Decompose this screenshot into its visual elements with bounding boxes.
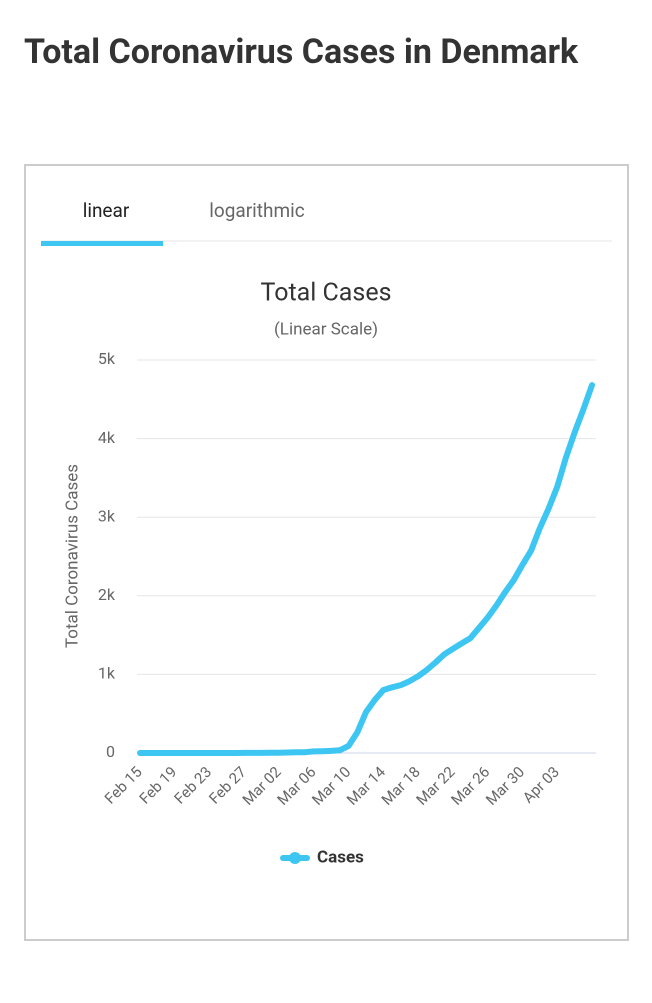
x-tick-label: Mar 30 <box>482 763 528 809</box>
x-tick-label: Mar 22 <box>413 763 459 809</box>
y-tick-label: 4k <box>98 428 116 447</box>
legend-marker <box>289 852 301 864</box>
x-tick-label: Feb 15 <box>101 763 146 808</box>
x-tick-label: Feb 19 <box>136 763 181 808</box>
y-tick-label: 2k <box>98 585 116 604</box>
x-tick-label: Mar 26 <box>447 763 493 809</box>
chart-card <box>24 164 629 941</box>
page-title: Total Coronavirus Cases in Denmark <box>24 32 579 72</box>
x-tick-label: Mar 06 <box>274 763 320 809</box>
y-tick-label: 0 <box>106 742 115 761</box>
x-tick-label: Apr 03 <box>519 763 563 807</box>
tab-linear[interactable]: linear <box>83 199 130 222</box>
tab-logarithmic[interactable]: logarithmic <box>209 199 304 222</box>
data-line <box>137 382 595 756</box>
tab-indicator <box>41 241 163 246</box>
x-tick-label: Feb 23 <box>171 763 216 808</box>
legend-label: Cases <box>317 847 364 867</box>
y-tick-label: 1k <box>98 664 116 683</box>
y-tick-label: 3k <box>98 506 116 525</box>
y-tick-label: 5k <box>98 349 116 368</box>
x-tick-label: Mar 02 <box>239 763 285 809</box>
x-tick-label: Mar 18 <box>378 763 424 809</box>
x-tick-label: Mar 10 <box>308 763 354 809</box>
y-axis-label: Total Coronavirus Cases <box>62 464 82 648</box>
chart-subtitle: (Linear Scale) <box>274 319 378 339</box>
chart-title: Total Cases <box>261 279 392 308</box>
